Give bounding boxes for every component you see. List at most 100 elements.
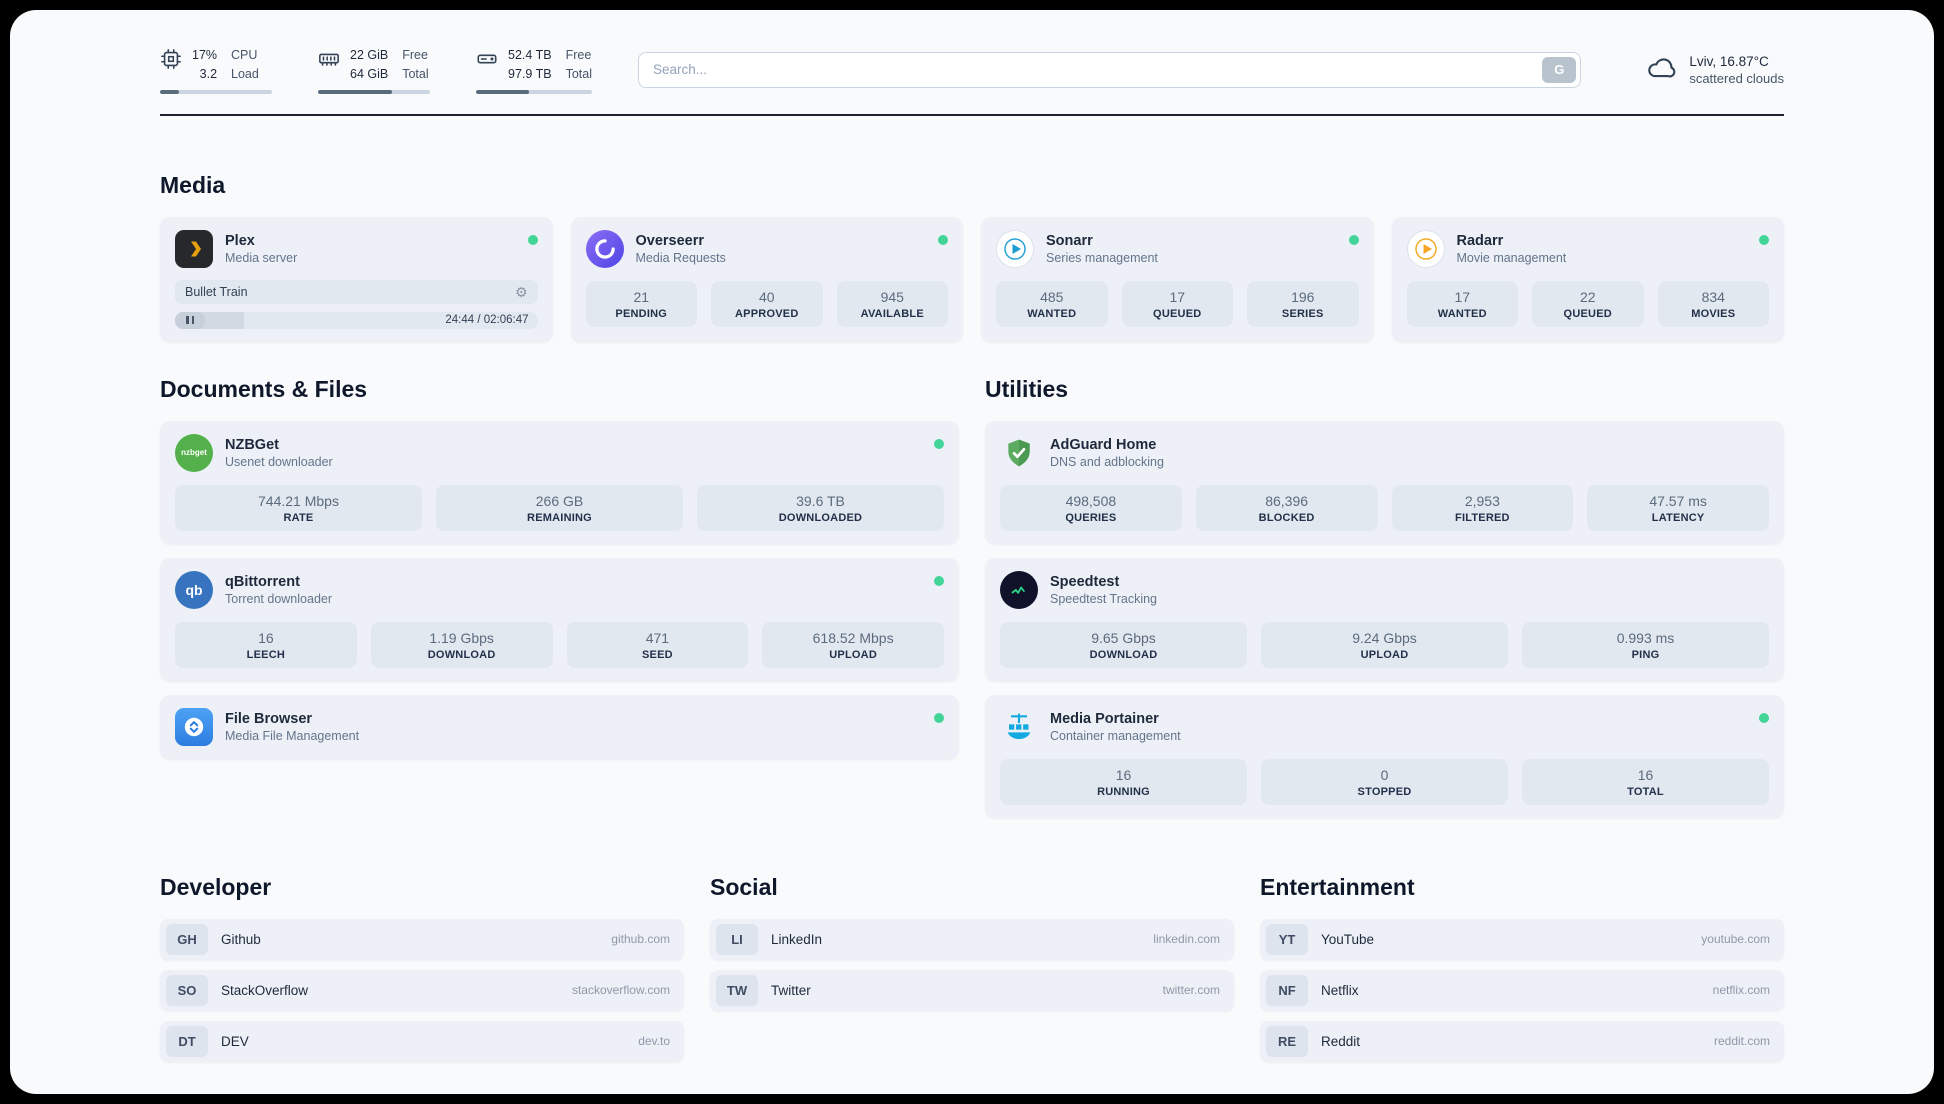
bookmark-netflix[interactable]: NF Netflix netflix.com (1260, 969, 1784, 1011)
service-card-qbittorrent[interactable]: qb qBittorrent Torrent downloader 16 (160, 557, 959, 681)
service-card-overseerr[interactable]: Overseerr Media Requests 21 PENDING 40 A… (570, 216, 963, 342)
service-name: AdGuard Home (1050, 436, 1157, 453)
adguard-icon (1000, 434, 1038, 472)
service-card-radarr[interactable]: Radarr Movie management 17 WANTED 22 QUE… (1391, 216, 1784, 342)
bookmark-url: github.com (611, 932, 670, 946)
stat-movies: 834 MOVIES (1657, 280, 1769, 327)
bookmark-linkedin[interactable]: LI LinkedIn linkedin.com (710, 918, 1234, 960)
bookmark-dev[interactable]: DT DEV dev.to (160, 1020, 684, 1062)
stat-downloaded: 39.6 TB DOWNLOADED (697, 484, 944, 531)
service-subtitle: DNS and adblocking (1050, 454, 1164, 469)
bookmark-abbr: DT (166, 1025, 208, 1057)
bookmark-name: YouTube (1321, 931, 1375, 947)
bookmark-github[interactable]: GH Github github.com (160, 918, 684, 960)
topbar-divider (160, 113, 1784, 116)
service-name: qBittorrent (225, 573, 300, 590)
cpu-usage-value: 17% (192, 48, 218, 62)
nzbget-icon: nzbget (175, 433, 213, 472)
service-subtitle: Container management (1050, 728, 1181, 743)
service-card-filebrowser[interactable]: File Browser Media File Management (160, 694, 959, 759)
stat-stopped: 0 STOPPED (1261, 758, 1508, 805)
bookmark-abbr: NF (1266, 974, 1308, 1006)
status-dot (934, 438, 944, 449)
service-card-sonarr[interactable]: Sonarr Series management 485 WANTED 17 Q… (981, 216, 1374, 342)
cpu-progress-fill (160, 89, 180, 94)
service-subtitle: Torrent downloader (225, 591, 333, 606)
media-grid: Plex Media server Bullet Train ⚙ 24:44 /… (160, 216, 1784, 342)
bookmark-name: Twitter (771, 982, 811, 998)
stat-queued: 17 QUEUED (1121, 280, 1233, 327)
stat-upload: 9.24 Gbps UPLOAD (1261, 621, 1508, 668)
disk-progress-fill (476, 89, 530, 94)
filebrowser-icon (175, 707, 213, 746)
stat-pending: 21 PENDING (585, 280, 697, 327)
memory-widget: 22 GiB 64 GiB Free Total (318, 46, 430, 94)
service-card-speedtest[interactable]: Speedtest Speedtest Tracking 9.65 Gbps D… (985, 557, 1784, 681)
service-name: File Browser (225, 710, 313, 727)
stat-rate: 744.21 Mbps RATE (175, 484, 422, 531)
topbar: 17% 3.2 CPU Load (160, 46, 1784, 94)
bookmark-twitter[interactable]: TW Twitter twitter.com (710, 969, 1234, 1011)
bookmark-abbr: GH (166, 923, 208, 955)
stat-approved: 40 APPROVED (711, 280, 823, 327)
service-card-nzbget[interactable]: nzbget NZBGet Usenet downloader 744.21 M… (160, 420, 959, 544)
service-subtitle: Usenet downloader (225, 454, 333, 469)
bookmark-abbr: TW (716, 974, 758, 1006)
stat-filtered: 2,953 FILTERED (1391, 484, 1574, 531)
bookmark-url: dev.to (638, 1034, 670, 1048)
pause-button[interactable] (175, 311, 205, 329)
stat-queued: 22 QUEUED (1532, 280, 1644, 327)
disk-total-value: 97.9 TB (508, 66, 552, 81)
disk-icon (476, 48, 498, 75)
bookmark-abbr: YT (1266, 923, 1308, 955)
stat-ping: 0.993 ms PING (1522, 621, 1769, 668)
bookmark-name: LinkedIn (771, 931, 823, 947)
memory-icon (318, 48, 340, 75)
service-card-portainer[interactable]: Media Portainer Container management 16 … (985, 694, 1784, 818)
service-name: Sonarr (1046, 232, 1093, 249)
service-name: Overseerr (635, 232, 705, 249)
stat-running: 16 RUNNING (1000, 758, 1247, 805)
bookmark-youtube[interactable]: YT YouTube youtube.com (1260, 918, 1784, 960)
service-name: Plex (225, 232, 255, 249)
section-title-documents: Documents & Files (160, 375, 368, 402)
service-subtitle: Movie management (1456, 250, 1567, 265)
stat-queries: 498,508 QUERIES (1000, 484, 1182, 531)
weather-widget: Lviv, 16.87°C scattered clouds (1645, 54, 1784, 86)
bookmark-stackoverflow[interactable]: SO StackOverflow stackoverflow.com (160, 969, 684, 1011)
stat-latency: 47.57 ms LATENCY (1587, 484, 1769, 531)
bookmark-name: StackOverflow (221, 982, 309, 998)
bookmark-abbr: SO (166, 974, 208, 1006)
service-name: Speedtest (1050, 573, 1120, 590)
stat-total: 16 TOTAL (1522, 758, 1769, 805)
now-playing-title: Bullet Train (185, 284, 248, 299)
service-subtitle: Media Requests (635, 250, 726, 265)
section-title-utilities: Utilities (985, 375, 1069, 402)
service-card-adguard[interactable]: AdGuard Home DNS and adblocking 498,508 … (985, 420, 1784, 544)
bookmark-abbr: LI (716, 923, 758, 955)
playback-progress[interactable]: 24:44 / 02:06:47 (175, 311, 538, 329)
status-dot (938, 234, 948, 245)
cpu-widget: 17% 3.2 CPU Load (160, 46, 272, 94)
service-name: Radarr (1456, 232, 1504, 249)
speedtest-icon (1000, 570, 1038, 609)
bookmark-reddit[interactable]: RE Reddit reddit.com (1260, 1020, 1784, 1062)
sonarr-icon (996, 229, 1034, 268)
now-playing-bar: Bullet Train ⚙ (175, 279, 538, 304)
memory-free-value: 22 GiB (350, 48, 389, 62)
search-input[interactable] (637, 51, 1582, 88)
service-subtitle: Speedtest Tracking (1050, 591, 1158, 606)
disk-progress-bar (476, 89, 592, 94)
bookmark-url: linkedin.com (1153, 932, 1220, 946)
search-go-button[interactable]: G (1542, 56, 1577, 83)
stat-wanted: 485 WANTED (996, 280, 1108, 327)
service-card-plex[interactable]: Plex Media server Bullet Train ⚙ 24:44 /… (160, 216, 553, 342)
stat-wanted: 17 WANTED (1406, 280, 1518, 327)
bookmark-name: Reddit (1321, 1033, 1361, 1049)
settings-gear-icon[interactable]: ⚙ (514, 283, 528, 300)
service-name: NZBGet (225, 436, 279, 453)
stat-remaining: 266 GB REMAINING (436, 484, 683, 531)
status-dot (934, 575, 944, 586)
disk-widget: 52.4 TB 97.9 TB Free Total (476, 46, 592, 94)
bookmark-abbr: RE (1266, 1025, 1308, 1057)
